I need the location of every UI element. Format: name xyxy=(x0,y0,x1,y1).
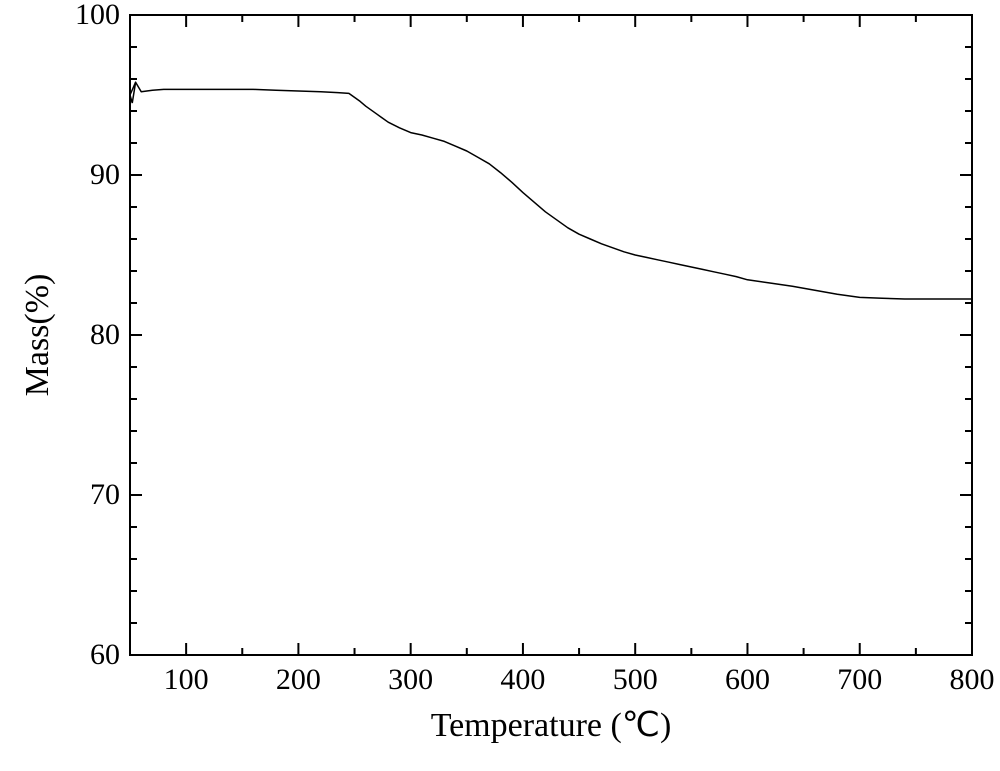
y-tick-label: 70 xyxy=(90,478,120,512)
x-tick-label: 800 xyxy=(950,663,995,697)
x-tick-label: 700 xyxy=(837,663,882,697)
y-tick-label: 80 xyxy=(90,318,120,352)
plot-area xyxy=(130,15,972,655)
x-tick-label: 500 xyxy=(613,663,658,697)
y-axis-title: Mass(%) xyxy=(19,274,57,397)
y-tick-label: 100 xyxy=(75,0,120,32)
y-tick-label: 60 xyxy=(90,638,120,672)
x-tick-label: 200 xyxy=(276,663,321,697)
x-tick-label: 300 xyxy=(388,663,433,697)
tga-chart: 100 200 300 400 500 600 700 800 60 70 80 90 100 Mas… xyxy=(0,0,1000,771)
x-tick-label: 600 xyxy=(725,663,770,697)
x-tick-label: 400 xyxy=(500,663,545,697)
plot-svg xyxy=(130,15,972,655)
y-tick-label: 90 xyxy=(90,158,120,192)
x-tick-label: 100 xyxy=(164,663,209,697)
x-axis-title: Temperature (℃) xyxy=(431,705,672,745)
